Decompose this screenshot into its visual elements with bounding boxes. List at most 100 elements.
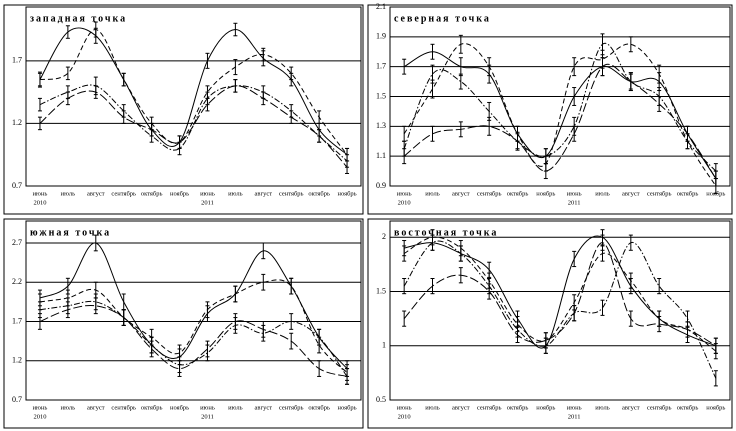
chart-panel: 0.7 1.2 1.7 2.2 2.7 июнь 2010 июль август сентябр… <box>3 218 364 429</box>
x-tick-label: июнь <box>200 190 215 197</box>
error-bar <box>657 315 662 333</box>
data-line <box>39 27 348 156</box>
error-bar <box>487 283 492 300</box>
x-tick-label: июль <box>425 404 439 411</box>
error-bar <box>713 370 718 387</box>
y-tick-label: 0.5 <box>376 395 386 404</box>
error-bar <box>600 234 605 251</box>
error-bar <box>93 234 98 252</box>
data-line <box>403 42 717 172</box>
plot-frame <box>25 6 362 187</box>
error-bar <box>458 73 463 90</box>
error-bar <box>233 285 238 303</box>
y-tick-label: 0.7 <box>12 181 22 190</box>
error-bar <box>37 97 42 112</box>
y-tick-label: 1.2 <box>12 118 22 127</box>
plot-frame <box>389 220 731 401</box>
error-bar <box>261 273 266 291</box>
x-year-label: 2010 <box>33 199 46 206</box>
y-tick-label: 1.7 <box>12 56 22 65</box>
error-bar <box>121 293 126 311</box>
panel-frame <box>367 218 733 429</box>
y-tick-label: 1.5 <box>376 286 386 295</box>
error-bar <box>93 85 98 99</box>
x-tick-label: сентябрь <box>279 404 304 411</box>
x-tick-label: ноябрь <box>536 404 555 411</box>
x-tick-label: ноябрь <box>706 190 725 197</box>
x-tick-label: август <box>622 404 640 411</box>
error-bar <box>430 277 435 295</box>
error-bar <box>289 313 294 330</box>
x-tick-label: июль <box>228 190 242 197</box>
error-bar <box>289 277 294 295</box>
x-tick-label: июнь <box>397 404 412 411</box>
error-bar <box>572 125 577 142</box>
x-tick-label: октябрь <box>677 404 699 411</box>
data-line <box>403 43 717 187</box>
data-line <box>39 29 348 156</box>
error-bar <box>402 245 407 262</box>
x-tick-label: сентябрь <box>647 404 672 411</box>
error-bar <box>430 43 435 60</box>
error-bar <box>685 321 690 338</box>
x-tick-label: октябрь <box>141 404 163 411</box>
y-tick-label: 1.3 <box>376 121 386 130</box>
x-year-label: 2010 <box>398 199 411 206</box>
panel-frame <box>3 4 364 215</box>
x-tick-label: сентябрь <box>111 190 136 197</box>
error-bar <box>261 91 266 106</box>
error-bar <box>205 301 210 319</box>
error-bar <box>317 129 322 143</box>
y-tick-label: 1.2 <box>12 356 22 365</box>
error-bar <box>233 59 238 76</box>
error-bar <box>65 301 70 319</box>
y-tick-label: 1.7 <box>376 61 386 70</box>
error-bar <box>149 340 154 358</box>
y-tick-label: 2.2 <box>12 277 22 286</box>
error-bar <box>205 52 210 69</box>
error-bar <box>543 163 548 180</box>
y-tick-label: 1 <box>382 341 386 350</box>
error-bar <box>233 79 238 93</box>
x-tick-label: июнь <box>33 190 48 197</box>
y-tick-label: 1.7 <box>12 316 22 325</box>
error-bar <box>657 277 662 295</box>
error-bar <box>572 87 577 106</box>
x-tick-label: август <box>254 404 272 411</box>
chart-title: восточная точка <box>394 227 498 238</box>
y-tick-label: 1.5 <box>376 91 386 100</box>
error-bar <box>261 47 266 62</box>
error-bar <box>317 110 322 124</box>
error-bar <box>402 310 407 327</box>
error-bar <box>261 320 266 338</box>
y-tick-label: 0.9 <box>376 181 386 190</box>
error-bar <box>177 360 182 377</box>
error-bar <box>600 33 605 56</box>
error-bar <box>402 277 407 295</box>
chart-panel: 0.7 1.2 1.7 июнь 2010 июль август сентябрь октяб… <box>3 4 364 215</box>
x-year-label: 2011 <box>568 199 581 206</box>
error-bar <box>121 110 126 124</box>
x-tick-label: июль <box>595 190 609 197</box>
error-bar <box>65 66 70 81</box>
x-tick-label: октябрь <box>308 404 330 411</box>
x-tick-label: август <box>254 190 272 197</box>
error-bar <box>121 309 126 326</box>
y-tick-label: 2 <box>382 232 386 241</box>
data-line <box>39 304 348 377</box>
x-tick-label: ноябрь <box>170 190 189 197</box>
error-bar <box>430 64 435 84</box>
data-line <box>39 300 348 377</box>
x-tick-label: октябрь <box>677 190 699 197</box>
x-year-label: 2010 <box>33 413 46 420</box>
x-tick-label: ноябрь <box>170 404 189 411</box>
x-tick-label: июль <box>228 404 242 411</box>
error-bar <box>317 360 322 377</box>
error-bar <box>572 57 577 77</box>
x-tick-label: июнь <box>33 404 48 411</box>
error-bar <box>572 305 577 322</box>
y-tick-label: 2.7 <box>12 238 22 247</box>
x-tick-label: июль <box>425 190 439 197</box>
x-tick-label: октябрь <box>308 190 330 197</box>
error-bar <box>628 310 633 327</box>
